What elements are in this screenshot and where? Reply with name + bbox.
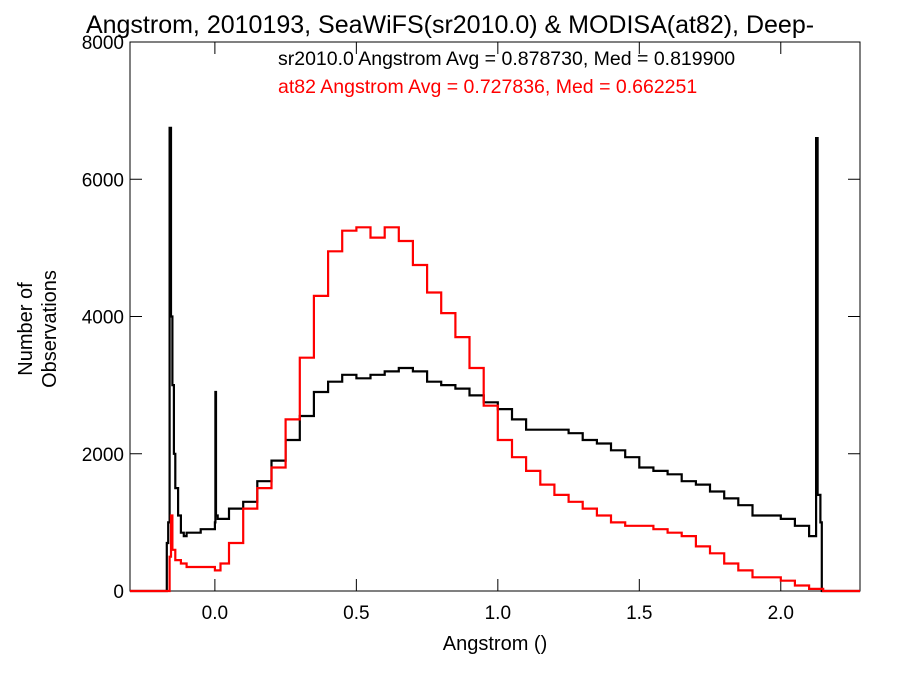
y-tick-label: 2000	[82, 445, 124, 466]
x-tick-label: 1.0	[485, 603, 511, 624]
x-axis-ticks: 0.0 0.5 1.0 1.5 2.0	[202, 42, 794, 624]
y-tick-label: 8000	[82, 33, 124, 54]
y-axis-label: Number of Observations	[15, 270, 61, 388]
series-group	[130, 126, 860, 593]
legend-entry-sr2010: sr2010.0 Angstrom Avg = 0.878730, Med = …	[278, 48, 736, 70]
x-tick-label: 2.0	[768, 603, 794, 624]
chart-title: Angstrom, 2010193, SeaWiFS(sr2010.0) & M…	[85, 11, 815, 39]
series-line-1	[130, 226, 860, 593]
y-tick-label: 4000	[82, 308, 124, 329]
x-axis-label: Angstrom ()	[442, 633, 548, 655]
x-tick-label: 0.0	[202, 603, 228, 624]
series-line-0	[130, 126, 860, 593]
y-tick-label: 0	[113, 582, 124, 603]
legend-entry-at82: at82 Angstrom Avg = 0.727836, Med = 0.66…	[278, 76, 698, 98]
x-tick-label: 1.5	[626, 603, 652, 624]
y-tick-label: 6000	[82, 170, 124, 191]
y-axis-ticks: 0 2000 4000 6000 8000	[82, 33, 860, 603]
x-tick-label: 0.5	[343, 603, 369, 624]
